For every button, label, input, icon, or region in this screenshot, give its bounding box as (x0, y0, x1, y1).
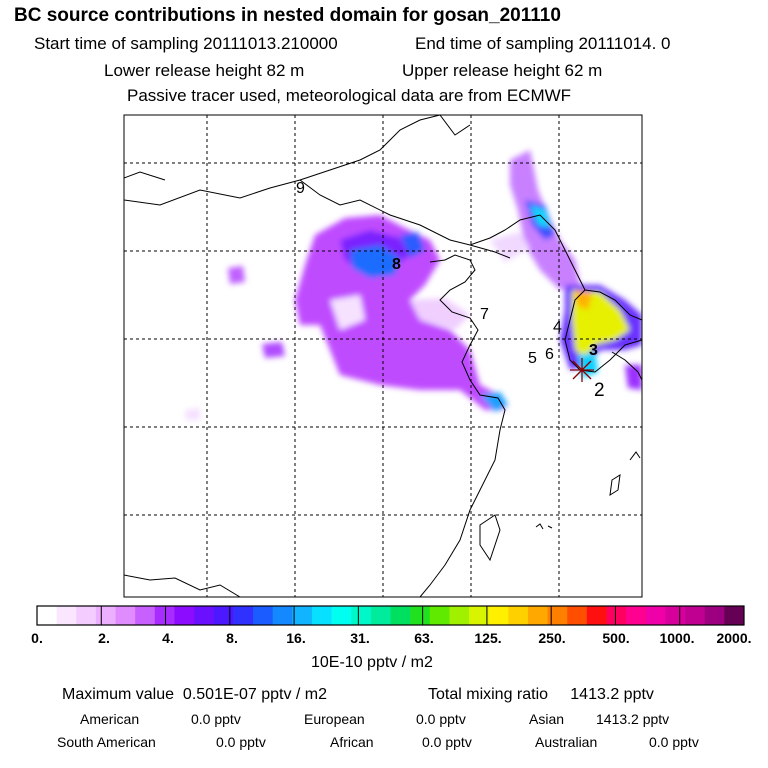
colorbar-swatch (429, 606, 450, 625)
region-label: 2 (594, 380, 605, 401)
colorbar-swatch (606, 606, 627, 625)
region-value: 0.0 pptv (216, 734, 266, 750)
coastline (124, 115, 642, 597)
colorbar-tick: 63. (414, 630, 434, 646)
colorbar-swatch (547, 606, 568, 625)
colorbar-tick: 2. (98, 630, 110, 646)
colorbar-swatch (527, 606, 549, 625)
map-frame (123, 114, 643, 598)
colorbar-unit: 10E-10 pptv / m2 (311, 654, 433, 671)
colorbar (36, 605, 745, 626)
colorbar-swatch (154, 606, 175, 625)
colorbar-tick: 8. (226, 630, 238, 646)
colorbar-swatch (469, 606, 490, 625)
colorbar-swatch (213, 606, 234, 625)
total-value-text: 1413.2 pptv (570, 686, 654, 703)
colorbar-swatch (724, 606, 745, 625)
colorbar-tick: 2000. (716, 630, 752, 646)
region-label: 5 (528, 350, 537, 367)
contribution-field (185, 150, 642, 420)
colorbar-swatch (76, 606, 97, 625)
colorbar-swatch (685, 606, 706, 625)
colorbar-swatch (292, 606, 313, 625)
region-name: Asian (529, 711, 565, 727)
tracer-note: Passive tracer used, meteorological data… (127, 86, 572, 105)
colorbar-swatch (488, 606, 509, 625)
colorbar-swatch (194, 606, 215, 625)
sampling-start-time: Start time of sampling 20111013.210000 (34, 34, 338, 53)
colorbar-swatch (331, 606, 352, 625)
colorbar-swatch (37, 606, 58, 625)
gridlines (124, 115, 642, 597)
colorbar-swatch (95, 606, 116, 625)
colorbar-tick: 0. (31, 630, 43, 646)
region-name: Australian (535, 734, 598, 750)
colorbar-swatch (56, 606, 77, 625)
colorbar-swatch (233, 606, 254, 625)
colorbar-tick: 4. (162, 630, 174, 646)
colorbar-swatch (665, 606, 686, 625)
total-label: Total mixing ratio (428, 686, 549, 703)
colorbar-swatch (272, 606, 293, 625)
region-name: American (80, 711, 140, 727)
colorbar-tick: 16. (286, 630, 306, 646)
region-value: 0.0 pptv (191, 711, 241, 727)
colorbar-swatch (508, 606, 529, 625)
upper-release-height: Upper release height 62 m (402, 61, 603, 80)
colorbar-tick: 1000. (659, 630, 695, 646)
max-label: Maximum value (62, 686, 175, 703)
region-value: 0.0 pptv (422, 734, 472, 750)
colorbar-swatch (174, 606, 195, 625)
region-value: 0.0 pptv (416, 711, 466, 727)
colorbar-tick: 500. (602, 630, 630, 646)
total-mixing-ratio: Total mixing ratio 1413.2 pptv (428, 686, 654, 704)
colorbar-swatch (704, 606, 725, 625)
plot-title: BC source contributions in nested domain… (14, 5, 561, 26)
region-label: 6 (545, 346, 554, 363)
receptor-star-icon (570, 358, 594, 382)
region-value: 0.0 pptv (649, 734, 699, 750)
colorbar-swatch (253, 606, 274, 625)
region-name: South American (57, 734, 156, 750)
sampling-end-time: End time of sampling 20111014. 0 (415, 34, 671, 53)
region-label: 9 (296, 180, 305, 197)
region-label: 8 (392, 256, 401, 273)
colorbar-border (36, 605, 745, 626)
region-value: 1413.2 pptv (596, 711, 670, 727)
colorbar-tick: 250. (538, 630, 566, 646)
max-value: Maximum value 0.501E-07 pptv / m2 (62, 686, 327, 704)
colorbar-swatch (586, 606, 607, 625)
colorbar-swatch (370, 606, 391, 625)
colorbar-swatch (626, 606, 647, 625)
colorbar-swatch (115, 606, 136, 625)
colorbar-tick: 31. (350, 630, 370, 646)
region-label: 3 (589, 342, 598, 359)
region-name: African (330, 734, 374, 750)
colorbar-swatch (351, 606, 372, 625)
region-name: European (304, 711, 365, 727)
colorbar-swatch (311, 606, 332, 625)
colorbar-tick: 125. (474, 630, 502, 646)
colorbar-swatch (135, 606, 156, 625)
colorbar-swatch (410, 606, 431, 625)
region-label: 4 (553, 319, 562, 336)
region-label: 7 (480, 306, 489, 323)
colorbar-swatch (449, 606, 470, 625)
colorbar-swatch (645, 606, 666, 625)
lower-release-height: Lower release height 82 m (104, 61, 305, 80)
colorbar-swatch (390, 606, 411, 625)
colorbar-swatch (567, 606, 588, 625)
max-value-text: 0.501E-07 pptv / m2 (182, 686, 328, 703)
